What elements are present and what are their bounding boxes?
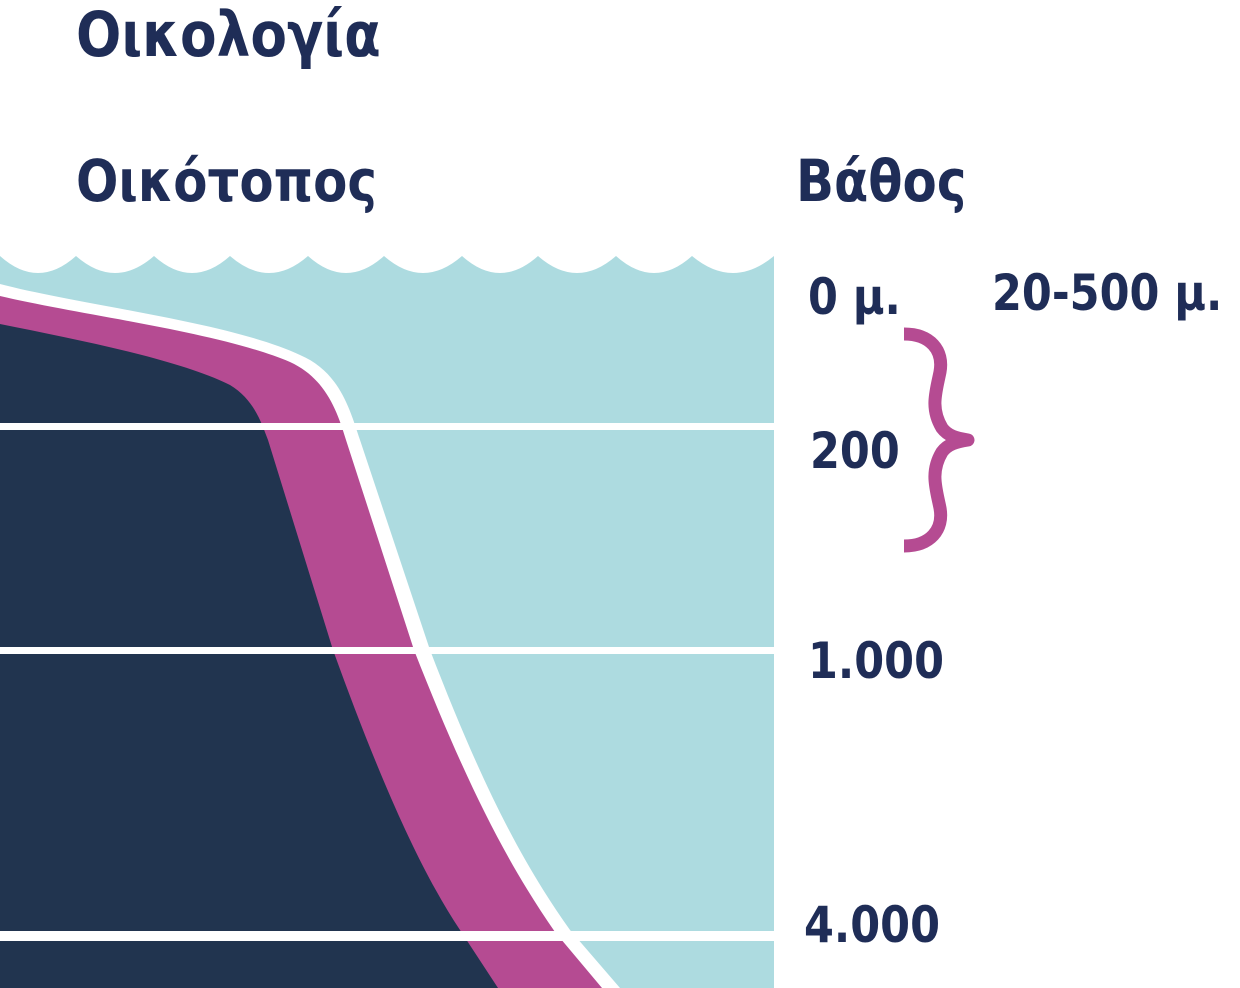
- depth-line-4000: [0, 931, 776, 941]
- depth-line-200: [0, 423, 776, 430]
- depth-tick-0: 0 μ.: [808, 268, 901, 326]
- depth-tick-1000: 1.000: [808, 632, 945, 690]
- page-title: Οικολογία: [76, 0, 381, 71]
- depth-heading: Βάθος: [796, 147, 967, 215]
- range-brace: [903, 327, 975, 553]
- depth-tick-200: 200: [810, 422, 900, 480]
- habitat-heading: Οικότοπος: [76, 147, 377, 215]
- habitat-depth-range: 20-500 μ.: [992, 264, 1223, 322]
- seafloor: [0, 324, 498, 988]
- depth-tick-4000: 4.000: [804, 896, 941, 954]
- depth-line-1000: [0, 647, 776, 654]
